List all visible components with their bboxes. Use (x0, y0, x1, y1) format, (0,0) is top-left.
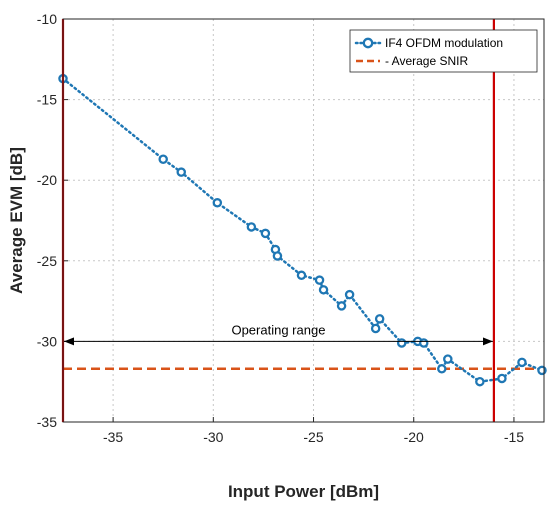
x-tick-label: -35 (103, 429, 123, 445)
evm-point (212, 198, 223, 208)
evm-point (374, 314, 385, 324)
evm-point (475, 376, 485, 387)
evm-point (418, 338, 429, 348)
legend-label-snir-text: Average SNIR (392, 54, 469, 68)
evm-point (246, 222, 257, 232)
evm-point (176, 167, 186, 177)
evm-point (158, 154, 168, 164)
y-tick-label: -20 (37, 172, 57, 188)
x-tick-label: -20 (404, 429, 424, 445)
evm-point (537, 365, 547, 376)
legend-box (349, 29, 538, 73)
y-tick-label: -15 (37, 92, 57, 108)
x-tick-label: -30 (203, 429, 223, 445)
evm-point (497, 373, 507, 384)
operating-range-label: Operating range (231, 322, 325, 337)
legend-label-snir: - Average SNIR (385, 54, 468, 68)
evm-point (336, 301, 347, 311)
x-tick-label: -15 (504, 429, 524, 445)
evm-point (437, 364, 447, 374)
evm-point (443, 354, 453, 364)
legend-marker-evm (362, 37, 374, 49)
evm-point (396, 338, 407, 348)
evm-line (61, 77, 544, 384)
x-axis-title: Input Power [dBm] (228, 482, 379, 501)
evm-point (314, 275, 325, 285)
y-tick-label: -10 (37, 11, 57, 27)
legend-label-evm: IF4 OFDM modulation (385, 36, 503, 50)
legend: IF4 OFDM modulation - Average SNIR (349, 29, 538, 73)
y-axis-title: Average EVM [dB] (7, 147, 26, 294)
x-axis-ticks: -35 -30 -25 -20 -15 (103, 417, 524, 445)
x-tick-label: -25 (303, 429, 323, 445)
evm-series (58, 73, 547, 387)
evm-point (318, 285, 329, 295)
y-tick-label: -35 (37, 414, 57, 430)
evm-point (370, 323, 381, 334)
plot-background (63, 19, 544, 422)
operating-range-annotation: Operating range (64, 322, 493, 346)
evm-point (344, 289, 355, 300)
evm-point (296, 270, 307, 281)
evm-point (260, 228, 271, 239)
evm-point (517, 357, 527, 368)
y-tick-label: -25 (37, 253, 57, 269)
plot-frame (62, 18, 545, 423)
evm-point (272, 251, 283, 261)
y-tick-label: -30 (37, 333, 57, 349)
